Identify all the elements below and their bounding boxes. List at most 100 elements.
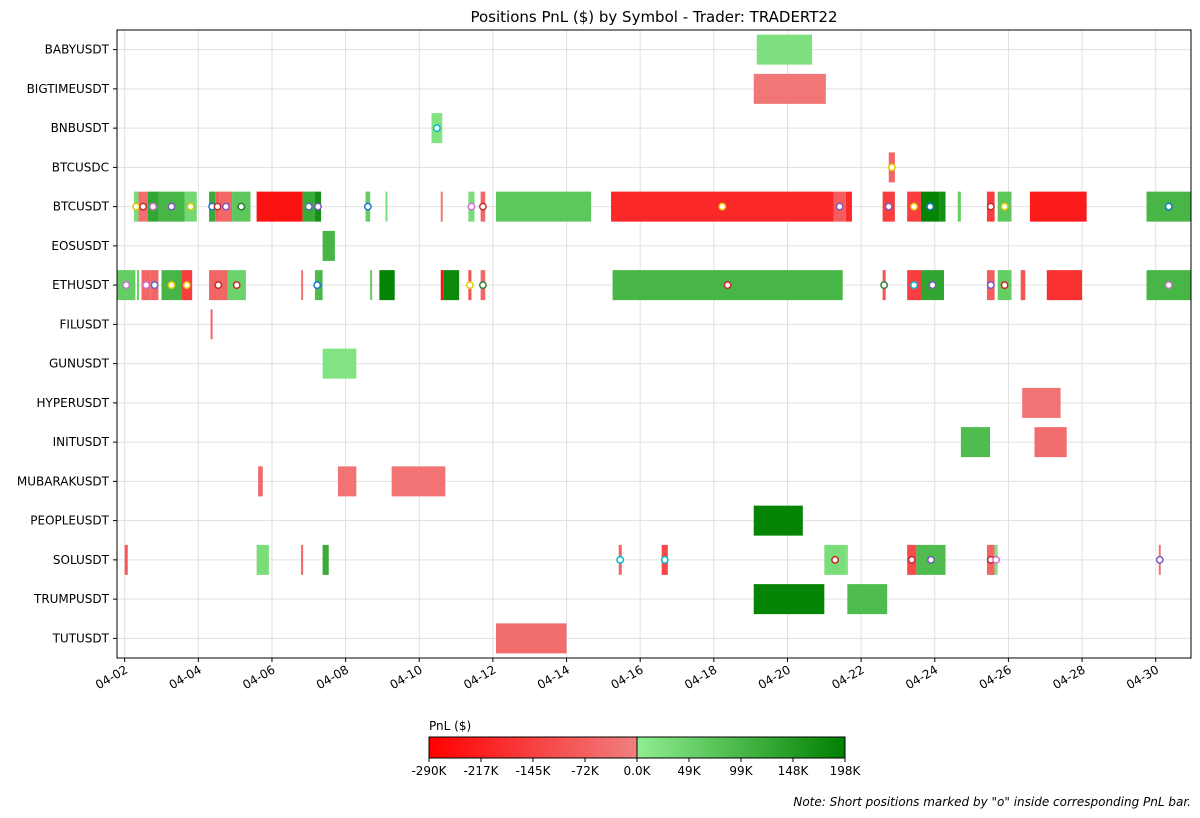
short-marker [363,202,372,211]
short-marker [986,202,995,211]
short-marker [926,202,935,211]
x-tick-label: 04-26 [977,662,1014,692]
y-tick-label: INITUSDT [53,435,110,449]
pnl-bar [957,191,961,222]
colorbar-tick-label: -290K [411,764,447,778]
short-marker [139,202,148,211]
pnl-bar [443,270,460,301]
pnl-bar [322,230,335,261]
y-axis: BABYUSDT BIGTIMEUSDT BNBUSDT BTCUSDC BTCUSDT… [17,43,117,645]
pnl-bar [845,191,852,222]
x-tick-label: 04-08 [314,662,351,692]
grid-layer [117,30,1191,658]
pnl-bar [379,270,395,301]
short-marker [616,555,625,564]
colorbar-negative-gradient [429,737,637,758]
pnl-bar [845,544,848,575]
y-tick-label: ETHUSDT [52,278,110,292]
pnl-bar [753,505,803,536]
pnl-bar [1046,270,1083,301]
short-marker [884,202,893,211]
short-marker [182,281,191,290]
colorbar: PnL ($) -290K -217K -145K -72K 0.0K 49K 99K 148… [411,719,861,778]
y-tick-label: TRUMPUSDT [33,592,110,606]
short-marker [835,202,844,211]
short-marker [723,281,732,290]
pnl-bar [753,73,826,104]
pnl-bar [1029,191,1087,222]
pnl-bar [301,270,304,301]
short-marker [1000,281,1009,290]
short-marker [907,555,916,564]
pnl-bar [136,270,139,301]
x-tick-label: 04-24 [903,662,940,692]
pnl-bar [256,544,269,575]
colorbar-ticks: -290K -217K -145K -72K 0.0K 49K 99K 148K 198K [411,758,862,778]
short-marker [122,281,131,290]
x-tick-label: 04-12 [461,662,498,692]
short-marker [142,281,151,290]
x-tick-label: 04-18 [682,662,719,692]
x-tick-label: 04-28 [1050,662,1087,692]
short-marker [432,124,441,133]
short-marker [1164,281,1173,290]
short-position-note: Note: Short positions marked by "o" insi… [793,795,1191,809]
y-tick-label: TUTUSDT [52,631,110,645]
short-marker [910,202,919,211]
y-tick-label: PEOPLEUSDT [30,514,109,528]
pnl-bar [1034,427,1067,458]
short-marker [986,281,995,290]
short-marker [221,202,230,211]
colorbar-tick-label: 49K [677,764,701,778]
short-marker [304,202,313,211]
short-marker [928,281,937,290]
y-tick-label: HYPERUSDT [37,396,110,410]
short-marker [149,202,158,211]
short-marker [214,281,223,290]
short-marker [880,281,889,290]
colorbar-tick-label: -217K [463,764,499,778]
short-marker [237,202,246,211]
pnl-bar [756,34,813,65]
short-marker [660,555,669,564]
pnl-bar [210,309,213,340]
short-markers-layer [122,124,1173,564]
pnl-bar [440,270,444,301]
short-marker [887,163,896,172]
pnl-bar [960,427,991,458]
x-tick-label: 04-20 [756,662,793,692]
pnl-bar [322,348,357,379]
y-tick-label: BABYUSDT [45,43,110,57]
short-marker [1000,202,1009,211]
short-marker [132,202,141,211]
x-tick-label: 04-30 [1124,662,1161,692]
plot-frame [116,29,1192,659]
x-tick-label: 04-16 [608,662,645,692]
y-tick-label: BIGTIMEUSDT [27,82,110,96]
short-marker [313,281,322,290]
y-tick-label: BNBUSDT [51,121,110,135]
short-marker [213,202,222,211]
short-marker [831,555,839,564]
short-marker [465,281,474,290]
short-marker [926,555,935,564]
short-marker [1164,202,1173,211]
pnl-bar [258,466,263,497]
colorbar-tick-label: -145K [515,764,551,778]
colorbar-label: PnL ($) [429,719,471,733]
pnl-bar [124,544,128,575]
y-tick-label: BTCUSDT [53,200,110,214]
short-marker [150,281,159,290]
pnl-bar [753,584,825,615]
short-marker [992,555,1001,564]
short-marker [186,202,195,211]
pnl-bar [370,270,373,301]
colorbar-tick-label: -72K [571,764,600,778]
pnl-bar [322,544,329,575]
short-marker [478,202,487,211]
pnl-bar [1020,270,1026,301]
short-marker [314,202,322,211]
pnl-bar [301,544,304,575]
pnl-bar [1022,387,1061,418]
